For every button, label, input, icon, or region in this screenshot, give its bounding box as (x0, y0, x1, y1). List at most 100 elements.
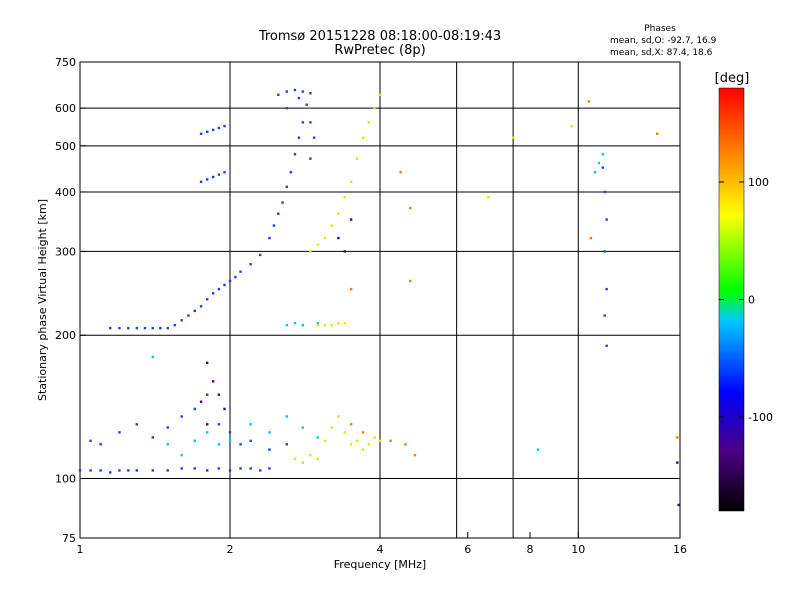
data-point (316, 457, 319, 461)
data-point (378, 93, 382, 96)
data-point (316, 321, 319, 325)
data-point (409, 279, 412, 283)
data-point (597, 161, 601, 165)
data-point (180, 319, 183, 322)
data-point (205, 361, 209, 365)
data-point (361, 136, 365, 139)
y-tick-label: 600 (55, 102, 76, 115)
data-point (301, 90, 305, 93)
data-point (166, 469, 169, 472)
data-point (301, 323, 305, 327)
data-point (323, 323, 327, 327)
axis-ticks: 1 2 4 6 8 10 16 75 100 200 300 400 500 600 750 (55, 56, 687, 556)
data-point (289, 171, 293, 174)
x-axis-label: Frequency [MHz] (334, 558, 426, 571)
data-point (330, 426, 333, 429)
data-point (285, 90, 288, 93)
data-point (297, 136, 301, 139)
data-point (677, 503, 680, 507)
data-point (99, 443, 102, 446)
data-point (249, 423, 252, 426)
y-tick-label: 750 (55, 56, 76, 69)
colorbar-tick-label: 0 (748, 294, 755, 307)
data-point (166, 326, 169, 330)
data-point (603, 250, 606, 253)
data-point (605, 344, 608, 348)
data-point (361, 448, 365, 451)
data-point (228, 279, 232, 283)
data-point (211, 380, 215, 383)
data-point (223, 283, 226, 287)
data-point (217, 173, 221, 176)
data-point (217, 393, 221, 396)
data-point (205, 469, 209, 472)
data-point (293, 321, 297, 325)
data-point (309, 453, 312, 457)
x-tick-label: 2 (227, 543, 234, 556)
data-point (349, 287, 353, 291)
y-axis-label: Stationary phase Virtual Height [km] (36, 199, 49, 401)
x-tick-label: 1 (77, 543, 84, 556)
data-point (239, 443, 242, 446)
data-point (309, 121, 312, 124)
data-point (205, 423, 209, 426)
data-point (259, 469, 262, 472)
data-point (135, 423, 138, 426)
data-point (211, 292, 215, 295)
data-point (109, 326, 112, 330)
colorbar-ticks: 100 0 -100 (719, 176, 773, 424)
data-point (268, 448, 271, 451)
data-point (349, 423, 353, 426)
data-point (118, 326, 121, 330)
data-point (166, 426, 169, 429)
data-point (301, 121, 305, 124)
y-tick-label: 75 (62, 532, 76, 545)
data-point (589, 236, 593, 240)
data-point (223, 171, 226, 174)
data-point (301, 461, 305, 464)
data-point (605, 218, 608, 221)
data-point (281, 201, 284, 204)
data-point (180, 453, 183, 457)
data-point (285, 185, 288, 189)
data-point (249, 467, 252, 470)
data-point (277, 93, 280, 96)
chart-title: Tromsø 20151228 08:18:00-08:19:43 (258, 29, 501, 44)
data-point (135, 469, 138, 472)
data-point (655, 132, 659, 135)
colorbar-label: [deg] (715, 71, 750, 86)
data-point (373, 106, 376, 110)
data-point (268, 467, 271, 470)
data-point (78, 469, 82, 472)
data-point (193, 309, 197, 313)
x-tick-label: 4 (377, 543, 384, 556)
data-point (293, 88, 297, 92)
data-point (205, 298, 209, 301)
data-point (223, 407, 226, 411)
data-point (135, 326, 138, 330)
data-point (293, 457, 297, 461)
data-point (259, 253, 262, 257)
data-point (217, 423, 221, 426)
data-point (312, 136, 316, 139)
data-point (127, 469, 130, 472)
data-point (305, 103, 308, 106)
data-point (173, 323, 177, 327)
data-point (343, 431, 347, 434)
y-tick-label: 400 (55, 186, 76, 199)
data-point (330, 224, 333, 227)
data-point (309, 157, 312, 160)
data-point (409, 206, 412, 210)
data-point (309, 250, 312, 253)
data-point (316, 436, 319, 439)
data-point (355, 157, 359, 160)
phases-line-x: mean, sd,X: 87.4, 18.6 (610, 48, 713, 58)
data-point (211, 175, 215, 179)
data-point (127, 326, 130, 330)
data-point (193, 407, 197, 411)
data-point (337, 236, 340, 240)
data-point (343, 250, 347, 253)
data-point (316, 323, 319, 327)
data-point (217, 287, 221, 291)
data-point (180, 415, 183, 418)
